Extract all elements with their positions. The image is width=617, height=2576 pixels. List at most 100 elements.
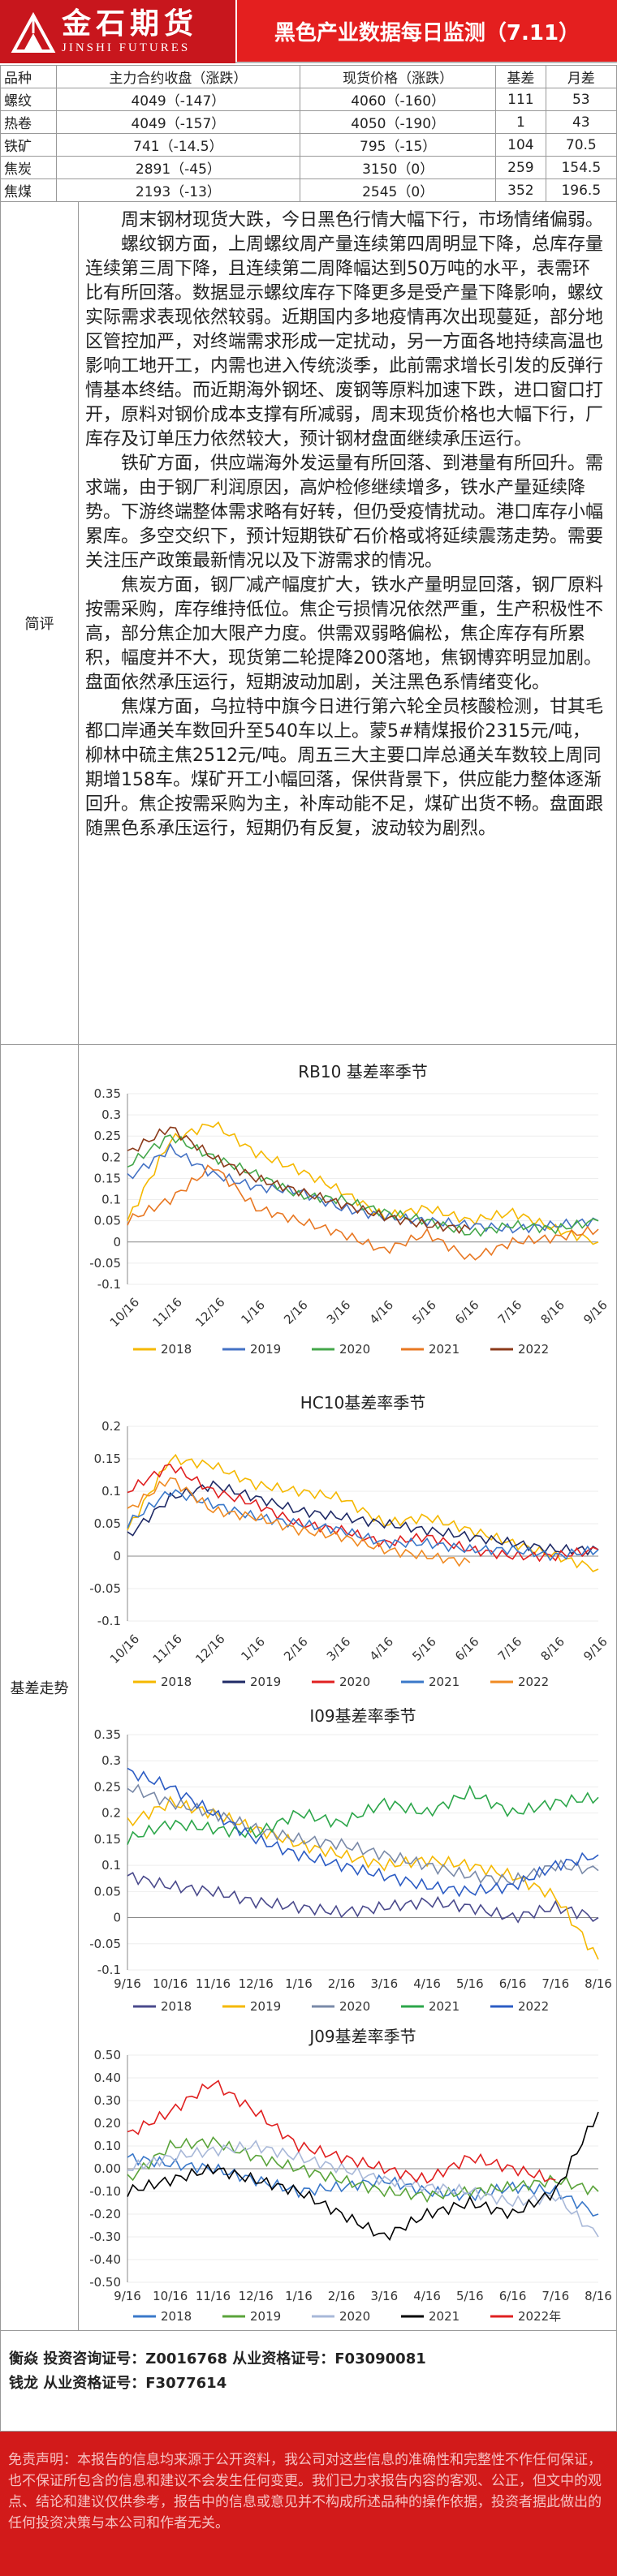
disclaimer-text: 免责声明：本报告的信息均来源于公开资料，我公司对这些信息的准确性和完整性不作任何… bbox=[8, 2452, 602, 2531]
y-tick-label: 0 bbox=[113, 1549, 121, 1563]
y-tick-label: 0.25 bbox=[94, 1129, 121, 1143]
y-tick-label: 0.2 bbox=[101, 1419, 121, 1434]
x-tick-label: 7/16 bbox=[541, 2289, 569, 2303]
legend-label: 2019 bbox=[250, 1342, 281, 1357]
table-cell: 196.5 bbox=[545, 178, 617, 202]
y-tick-label: 0.35 bbox=[94, 1086, 121, 1101]
legend-label: 2018 bbox=[161, 1675, 192, 1689]
x-tick-label: 7/16 bbox=[541, 1976, 569, 1991]
legend-label: 2019 bbox=[250, 1999, 281, 2014]
table-cell: 2193（-13） bbox=[55, 178, 301, 202]
y-tick-label: 0.15 bbox=[94, 1832, 121, 1847]
series-line bbox=[127, 1134, 599, 1237]
y-tick-label: 0.40 bbox=[94, 2071, 121, 2085]
x-tick-label: 3/16 bbox=[324, 1634, 354, 1664]
x-tick-label: 12/16 bbox=[239, 2289, 274, 2303]
table-cell: 3150（0） bbox=[300, 156, 497, 179]
commentary-paragraph: 铁矿方面，供应端海外发运量有所回落、到港量有所回升。需求端，由于钢厂利润原因，高… bbox=[85, 454, 604, 571]
x-tick-label: 8/16 bbox=[585, 2289, 612, 2303]
x-tick-label: 11/16 bbox=[150, 1295, 185, 1330]
chart-title: RB10 基差率季节 bbox=[298, 1062, 427, 1082]
table-cell: 43 bbox=[545, 110, 617, 134]
basis-chart-3: I09基差率季节 -0.1 -0.05 0 0.05 0.1 0.15 0.2 0.25 0.3 0… bbox=[79, 1702, 617, 2023]
table-cell: 4050（-190） bbox=[300, 110, 497, 134]
x-tick-label: 2/16 bbox=[328, 1976, 356, 1991]
x-tick-label: 9/16 bbox=[114, 2289, 141, 2303]
legend-label: 2019 bbox=[250, 1675, 281, 1689]
legend-label: 2020 bbox=[339, 2309, 370, 2324]
y-tick-label: -0.1 bbox=[97, 1614, 121, 1628]
series-line bbox=[127, 1872, 599, 1924]
x-tick-label: 1/16 bbox=[285, 1976, 313, 1991]
price-table: 品种 主力合约收盘（涨跌） 现货价格（涨跌） 基差 月差 螺纹 4049（-14… bbox=[0, 65, 617, 202]
legend-label: 2018 bbox=[161, 1999, 192, 2014]
analyst-info: 衡焱 投资咨询证号：Z0016768 从业资格证号：F03090081 钱龙 从… bbox=[0, 2331, 617, 2432]
commentary-paragraph: 焦炭方面，钢厂减产幅度扩大，铁水产量明显回落，钢厂原料按需采购，库存维持低位。焦… bbox=[85, 575, 604, 693]
series-line bbox=[127, 1480, 599, 1556]
x-tick-label: 5/16 bbox=[456, 1976, 484, 1991]
x-tick-label: 3/16 bbox=[371, 1976, 399, 1991]
series-line bbox=[127, 1783, 599, 1886]
y-tick-label: 0.05 bbox=[94, 1884, 121, 1899]
table-row: 焦煤 2193（-13） 2545（0） 352 196.5 bbox=[0, 178, 617, 202]
y-tick-label: 0.3 bbox=[101, 1107, 121, 1122]
chart-svg: J09基差率季节 -0.50 -0.40 -0.30 -0.20 -0.10 0.00 0.1… bbox=[89, 2027, 612, 2324]
column-header: 基差 bbox=[495, 65, 546, 88]
series-line bbox=[127, 2152, 599, 2217]
table-row: 铁矿 741（-14.5） 795（-15） 104 70.5 bbox=[0, 133, 617, 157]
x-tick-label: 2/16 bbox=[328, 2289, 356, 2303]
y-tick-label: -0.20 bbox=[89, 2207, 121, 2221]
y-tick-label: 0.2 bbox=[101, 1150, 121, 1164]
table-cell: 352 bbox=[495, 178, 546, 202]
commentary-paragraph: 螺纹钢方面，上周螺纹周产量连续第四周明显下降，总库存量连续第三周下降，且连续第二… bbox=[85, 234, 604, 449]
series-line bbox=[127, 1784, 599, 1845]
series-line bbox=[127, 2139, 599, 2238]
y-tick-label: 0.15 bbox=[94, 1171, 121, 1185]
table-cell: 111 bbox=[495, 88, 546, 111]
x-tick-label: 8/16 bbox=[537, 1297, 567, 1327]
y-tick-label: 0.35 bbox=[94, 1727, 121, 1742]
x-tick-label: 6/16 bbox=[499, 2289, 527, 2303]
x-tick-label: 3/16 bbox=[324, 1297, 354, 1327]
x-tick-label: 6/16 bbox=[452, 1297, 482, 1327]
analyst-line: 衡焱 投资咨询证号：Z0016768 从业资格证号：F03090081 bbox=[9, 2350, 426, 2367]
x-tick-label: 11/16 bbox=[150, 1632, 185, 1666]
legend-label: 2018 bbox=[161, 1342, 192, 1357]
x-tick-label: 5/16 bbox=[409, 1634, 439, 1664]
basis-chart-1: RB10 基差率季节 -0.1 -0.05 0 0.05 0.1 0.15 0.2 0.25 0.… bbox=[79, 1045, 617, 1378]
table-header-row: 品种 主力合约收盘（涨跌） 现货价格（涨跌） 基差 月差 bbox=[0, 65, 617, 88]
y-tick-label: 0.20 bbox=[94, 2116, 121, 2131]
table-cell: 4060（-160） bbox=[300, 88, 497, 111]
legend-label: 2021 bbox=[429, 1999, 460, 2014]
table-cell: 螺纹 bbox=[0, 88, 57, 111]
x-tick-label: 8/16 bbox=[585, 1976, 612, 1991]
commentary-paragraph: 周末钢材现货大跌，今日黑色行情大幅下行，市场情绪偏弱。 bbox=[121, 210, 604, 230]
y-tick-label: 0.2 bbox=[101, 1806, 121, 1821]
table-cell: 795（-15） bbox=[300, 133, 497, 157]
x-tick-label: 1/16 bbox=[238, 1634, 268, 1664]
x-tick-label: 4/16 bbox=[367, 1634, 397, 1664]
x-tick-label: 12/16 bbox=[239, 1976, 274, 1991]
series-line bbox=[127, 2136, 599, 2204]
y-tick-label: 0.1 bbox=[101, 1484, 121, 1499]
legend-label: 2022 bbox=[518, 1675, 549, 1689]
basis-charts-section: 基差走势 RB10 基差率季节 -0.1 -0.05 0 0.05 0.1 0.15 0.2 0… bbox=[0, 1045, 617, 2331]
x-tick-label: 4/16 bbox=[367, 1297, 397, 1327]
chart-svg: HC10基差率季节 -0.1 -0.05 0 0.05 0.1 0.15 0.2 10/16 11… bbox=[89, 1393, 611, 1689]
series-line bbox=[127, 1120, 599, 1245]
y-tick-label: -0.05 bbox=[89, 1256, 121, 1271]
y-tick-label: 0.05 bbox=[94, 1214, 121, 1228]
y-tick-label: 0 bbox=[113, 1235, 121, 1249]
column-header: 现货价格（涨跌） bbox=[300, 65, 497, 88]
legend-label: 2021 bbox=[429, 2309, 460, 2324]
y-tick-label: 0.10 bbox=[94, 2139, 121, 2153]
chart-title: HC10基差率季节 bbox=[300, 1393, 425, 1413]
legend-label: 2020 bbox=[339, 1999, 370, 2014]
table-cell: 70.5 bbox=[545, 133, 617, 157]
table-cell: 热卷 bbox=[0, 110, 57, 134]
y-tick-label: 0.1 bbox=[101, 1193, 121, 1207]
table-cell: 104 bbox=[495, 133, 546, 157]
x-tick-label: 10/16 bbox=[153, 2289, 188, 2303]
commentary-section: 简评 周末钢材现货大跌，今日黑色行情大幅下行，市场情绪偏弱。 螺纹钢方面，上周螺… bbox=[0, 201, 617, 1045]
x-tick-label: 9/16 bbox=[114, 1976, 141, 1991]
